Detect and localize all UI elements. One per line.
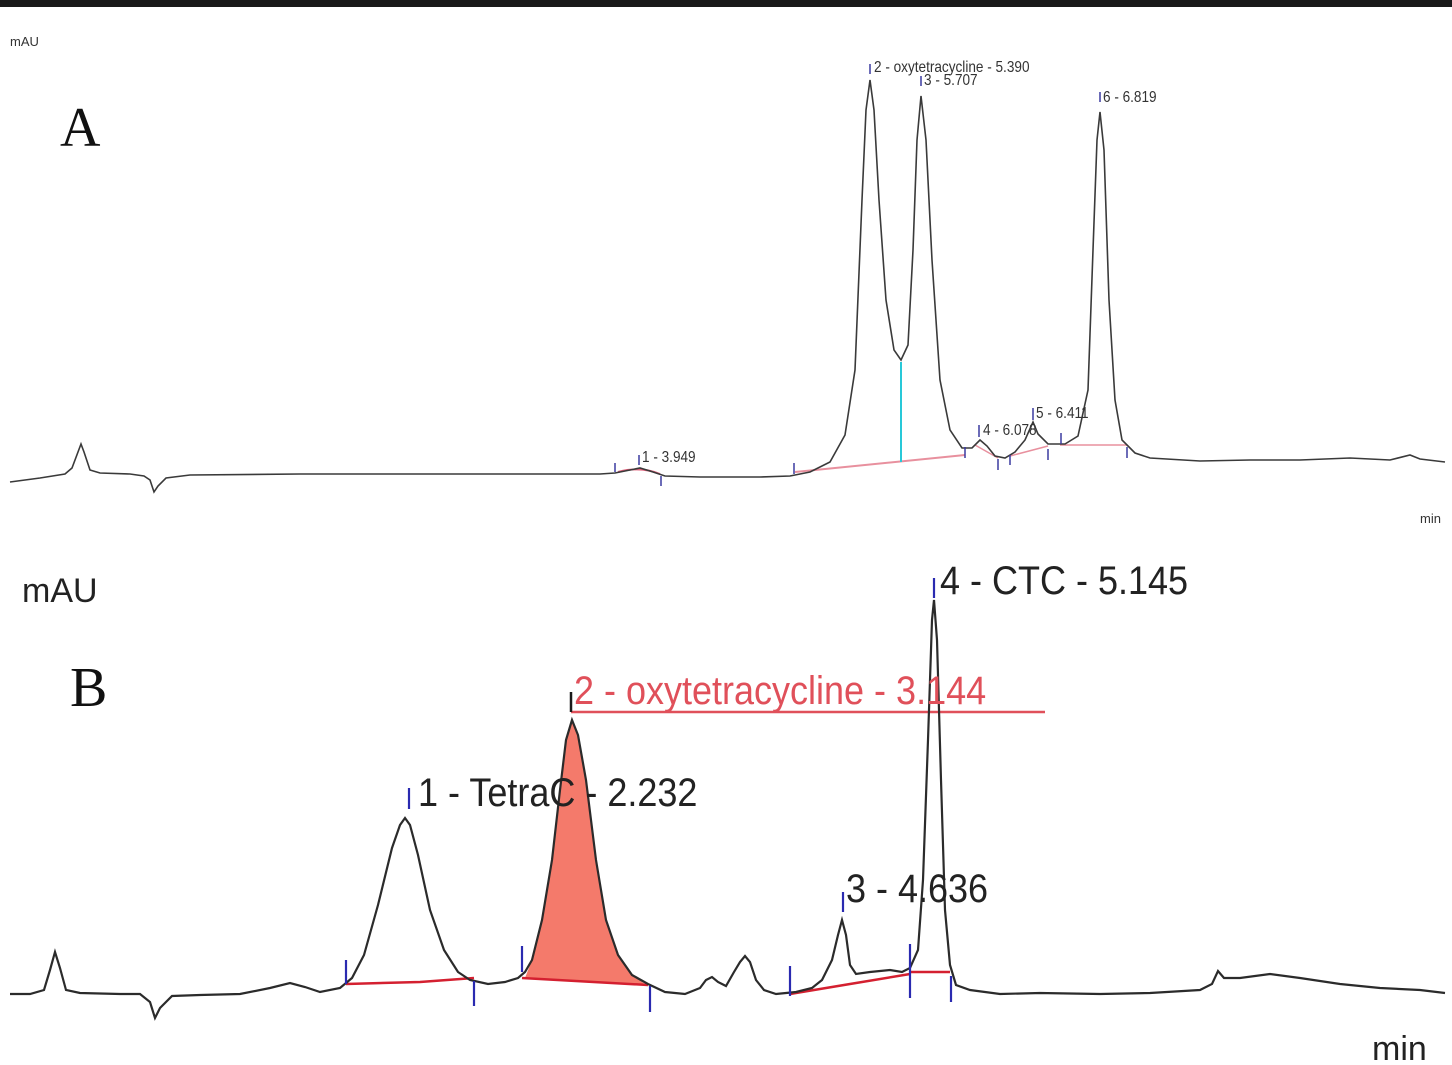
panel-b-baseline-peak1: [345, 976, 475, 986]
panel-a: A mAU min: [9, 34, 1446, 526]
panel-b-peak2-fill: [525, 720, 645, 984]
panel-a-ylabel: mAU: [10, 34, 39, 49]
panel-b: B mAU min 1 - TetraC - 2.232: [10, 559, 1446, 1065]
panel-b-baseline-peak2: [521, 976, 649, 987]
panel-a-peak-label-4: 4 - 6.078: [983, 422, 1037, 439]
top-border: [0, 0, 1452, 7]
panel-b-tick-marks: [344, 578, 953, 1012]
panel-a-trace: [9, 79, 1446, 494]
panel-a-peak-label-2: 2 - oxytetracycline - 5.390: [874, 59, 1030, 76]
panel-a-peak-label-6: 6 - 6.819: [1103, 89, 1157, 106]
panel-b-ylabel: mAU: [22, 572, 98, 610]
panel-b-peak-label-4: 4 - CTC - 5.145: [940, 559, 1188, 603]
panel-b-peak-label-2: 2 - oxytetracycline - 3.144: [574, 669, 986, 713]
panel-a-xlabel: min: [1420, 511, 1441, 526]
panel-b-trace: [10, 599, 1446, 1021]
panel-a-letter: A: [60, 97, 101, 159]
panel-b-peak-label-1: 1 - TetraC - 2.232: [418, 771, 697, 815]
panel-b-xlabel: min: [1372, 1030, 1427, 1065]
panel-b-letter: B: [70, 657, 107, 719]
panel-a-peak-label-5: 5 - 6.411: [1036, 405, 1089, 422]
panel-b-baseline-peak3: [789, 972, 911, 996]
panel-a-baseline-peak2-3: [794, 454, 966, 473]
panel-a-tick-marks: [614, 64, 1128, 486]
panel-b-peak-label-3: 3 - 4.636: [846, 867, 988, 911]
panel-a-peak-label-1: 1 - 3.949: [642, 449, 696, 466]
panel-a-baseline-peak5: [1009, 445, 1049, 457]
panel-a-peak-label-3: 3 - 5.707: [924, 72, 978, 89]
